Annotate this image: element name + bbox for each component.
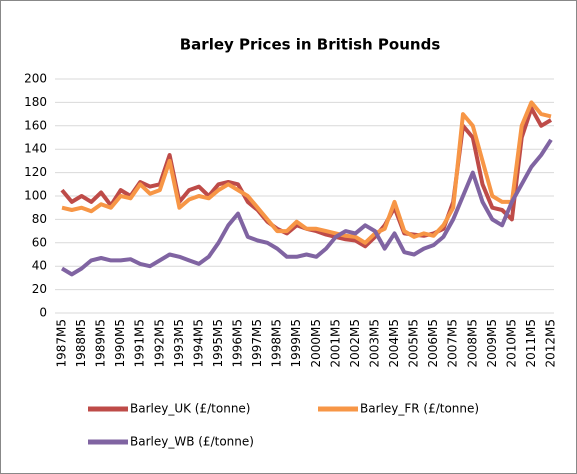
y-tick-label: 0 bbox=[39, 306, 47, 320]
legend-label: Barley_FR (£/tonne) bbox=[360, 402, 479, 416]
x-tick-label: 1988M5 bbox=[74, 319, 88, 368]
x-tick-label: 1987M5 bbox=[55, 319, 69, 368]
x-tick-label: 2001M5 bbox=[328, 319, 342, 368]
y-tick-label: 140 bbox=[24, 142, 47, 156]
series-line bbox=[60, 138, 553, 277]
y-tick-label: 60 bbox=[32, 235, 47, 249]
x-tick-label: 1989M5 bbox=[94, 319, 108, 368]
x-tick-label: 2003M5 bbox=[367, 319, 381, 368]
y-tick-label: 200 bbox=[24, 72, 47, 86]
legend-label: Barley_WB (£/tonne) bbox=[130, 435, 254, 449]
y-tick-label: 80 bbox=[32, 212, 47, 226]
x-tick-label: 1990M5 bbox=[113, 319, 127, 368]
x-tick-label: 1995M5 bbox=[211, 319, 225, 368]
x-tick-label: 2006M5 bbox=[426, 319, 440, 368]
x-tick-label: 2009M5 bbox=[485, 319, 499, 368]
chart-title: Barley Prices in British Pounds bbox=[180, 36, 441, 54]
x-tick-label: 2007M5 bbox=[446, 319, 460, 368]
x-tick-label: 1997M5 bbox=[250, 319, 264, 368]
x-tick-label: 2005M5 bbox=[407, 319, 421, 368]
x-tick-label: 2004M5 bbox=[387, 319, 401, 368]
legend-label: Barley_UK (£/tonne) bbox=[130, 402, 251, 416]
x-tick-label: 2011M5 bbox=[524, 319, 538, 368]
y-tick-label: 100 bbox=[24, 189, 47, 203]
x-tick-label: 2002M5 bbox=[348, 319, 362, 368]
x-tick-label: 2010M5 bbox=[504, 319, 518, 368]
x-tick-label: 1998M5 bbox=[270, 319, 284, 368]
x-tick-label: 1991M5 bbox=[133, 319, 147, 368]
x-tick-label: 2000M5 bbox=[309, 319, 323, 368]
y-tick-label: 160 bbox=[24, 118, 47, 132]
x-tick-label: 1992M5 bbox=[152, 319, 166, 368]
series-line bbox=[61, 100, 552, 245]
x-tick-label: 1999M5 bbox=[289, 319, 303, 368]
x-tick-label: 1994M5 bbox=[191, 319, 205, 368]
x-tick-label: 2012M5 bbox=[544, 319, 558, 368]
y-tick-label: 40 bbox=[32, 259, 47, 273]
y-tick-label: 120 bbox=[24, 165, 47, 179]
y-tick-label: 20 bbox=[32, 282, 47, 296]
y-tick-label: 180 bbox=[24, 95, 47, 109]
x-tick-label: 2008M5 bbox=[465, 319, 479, 368]
x-tick-label: 1996M5 bbox=[231, 319, 245, 368]
x-tick-label: 1993M5 bbox=[172, 319, 186, 368]
